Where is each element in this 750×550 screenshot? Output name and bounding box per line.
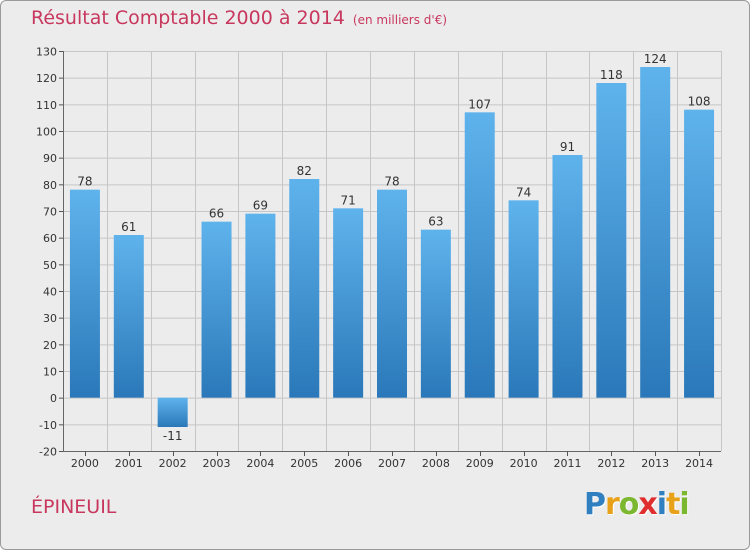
bar [377,189,407,398]
y-tick-label: 20 [43,339,57,352]
y-tick-label: 100 [36,126,57,139]
y-tick-label: 120 [36,72,57,85]
x-tick-label: 2006 [334,457,362,470]
data-label: 107 [468,97,491,111]
y-tick-label: -20 [39,446,57,459]
y-tick-label: 60 [43,232,57,245]
bar [333,208,364,398]
data-label: 69 [253,199,268,213]
x-tick-label: 2013 [641,457,669,470]
chart-title: Résultat Comptable 2000 à 2014 (en millie… [31,7,448,29]
bar [245,213,276,398]
data-label: 74 [516,185,531,199]
x-tick-label: 2009 [466,457,494,470]
data-label: 66 [209,207,224,221]
logo-letter: o [618,487,640,522]
x-tick-label: 2004 [246,457,274,470]
bar [464,112,495,398]
y-tick-label: 50 [43,259,57,272]
x-tick-label: 2008 [422,457,450,470]
y-tick-label: 70 [43,206,57,219]
bar [508,200,539,398]
y-tick-label: 80 [43,179,57,192]
data-label: 71 [340,193,355,207]
commune-name: ÉPINEUIL [31,496,117,518]
proxiti-logo[interactable]: Proxiti [584,487,690,522]
bar [684,109,715,398]
data-label: 82 [297,164,312,178]
x-tick-label: 2000 [71,457,99,470]
x-tick-label: 2014 [685,457,713,470]
logo-letter: t [666,487,680,522]
logo-letter: r [605,487,620,522]
bar [69,189,100,398]
x-tick-label: 2010 [510,457,538,470]
data-label: -11 [163,429,183,443]
data-label: 118 [600,68,623,82]
x-tick-label: 2005 [290,457,318,470]
y-tick-label: 10 [43,366,57,379]
bar [420,229,451,398]
logo-letter: i [679,487,689,522]
bar [201,221,232,398]
x-tick-label: 2002 [159,457,187,470]
chart-subtitle: (en milliers d'€) [352,13,448,27]
data-label: 108 [688,95,711,109]
bar [157,397,188,427]
y-tick-label: -10 [39,419,57,432]
y-tick-label: 110 [36,99,57,112]
x-tick-label: 2003 [203,457,231,470]
data-label: 124 [644,52,667,66]
bar [552,155,583,398]
y-tick-label: 130 [36,46,57,59]
data-label: 78 [384,175,399,189]
y-tick-label: 0 [50,392,57,405]
logo-letter: i [656,487,667,522]
bar [596,83,627,398]
bar [640,67,671,398]
x-tick-label: 2012 [597,457,625,470]
data-label: 63 [428,215,443,229]
logo-letter: x [638,487,657,522]
bar [113,235,144,398]
x-tick-label: 2001 [115,457,143,470]
data-label: 78 [77,175,92,189]
data-label: 61 [121,220,136,234]
x-tick-label: 2011 [553,457,581,470]
y-tick-label: 40 [43,286,57,299]
bar [289,179,320,398]
x-tick-label: 2007 [378,457,406,470]
y-tick-label: 90 [43,152,57,165]
data-label: 91 [560,140,575,154]
logo-letter: P [584,487,606,522]
y-tick-label: 30 [43,312,57,325]
